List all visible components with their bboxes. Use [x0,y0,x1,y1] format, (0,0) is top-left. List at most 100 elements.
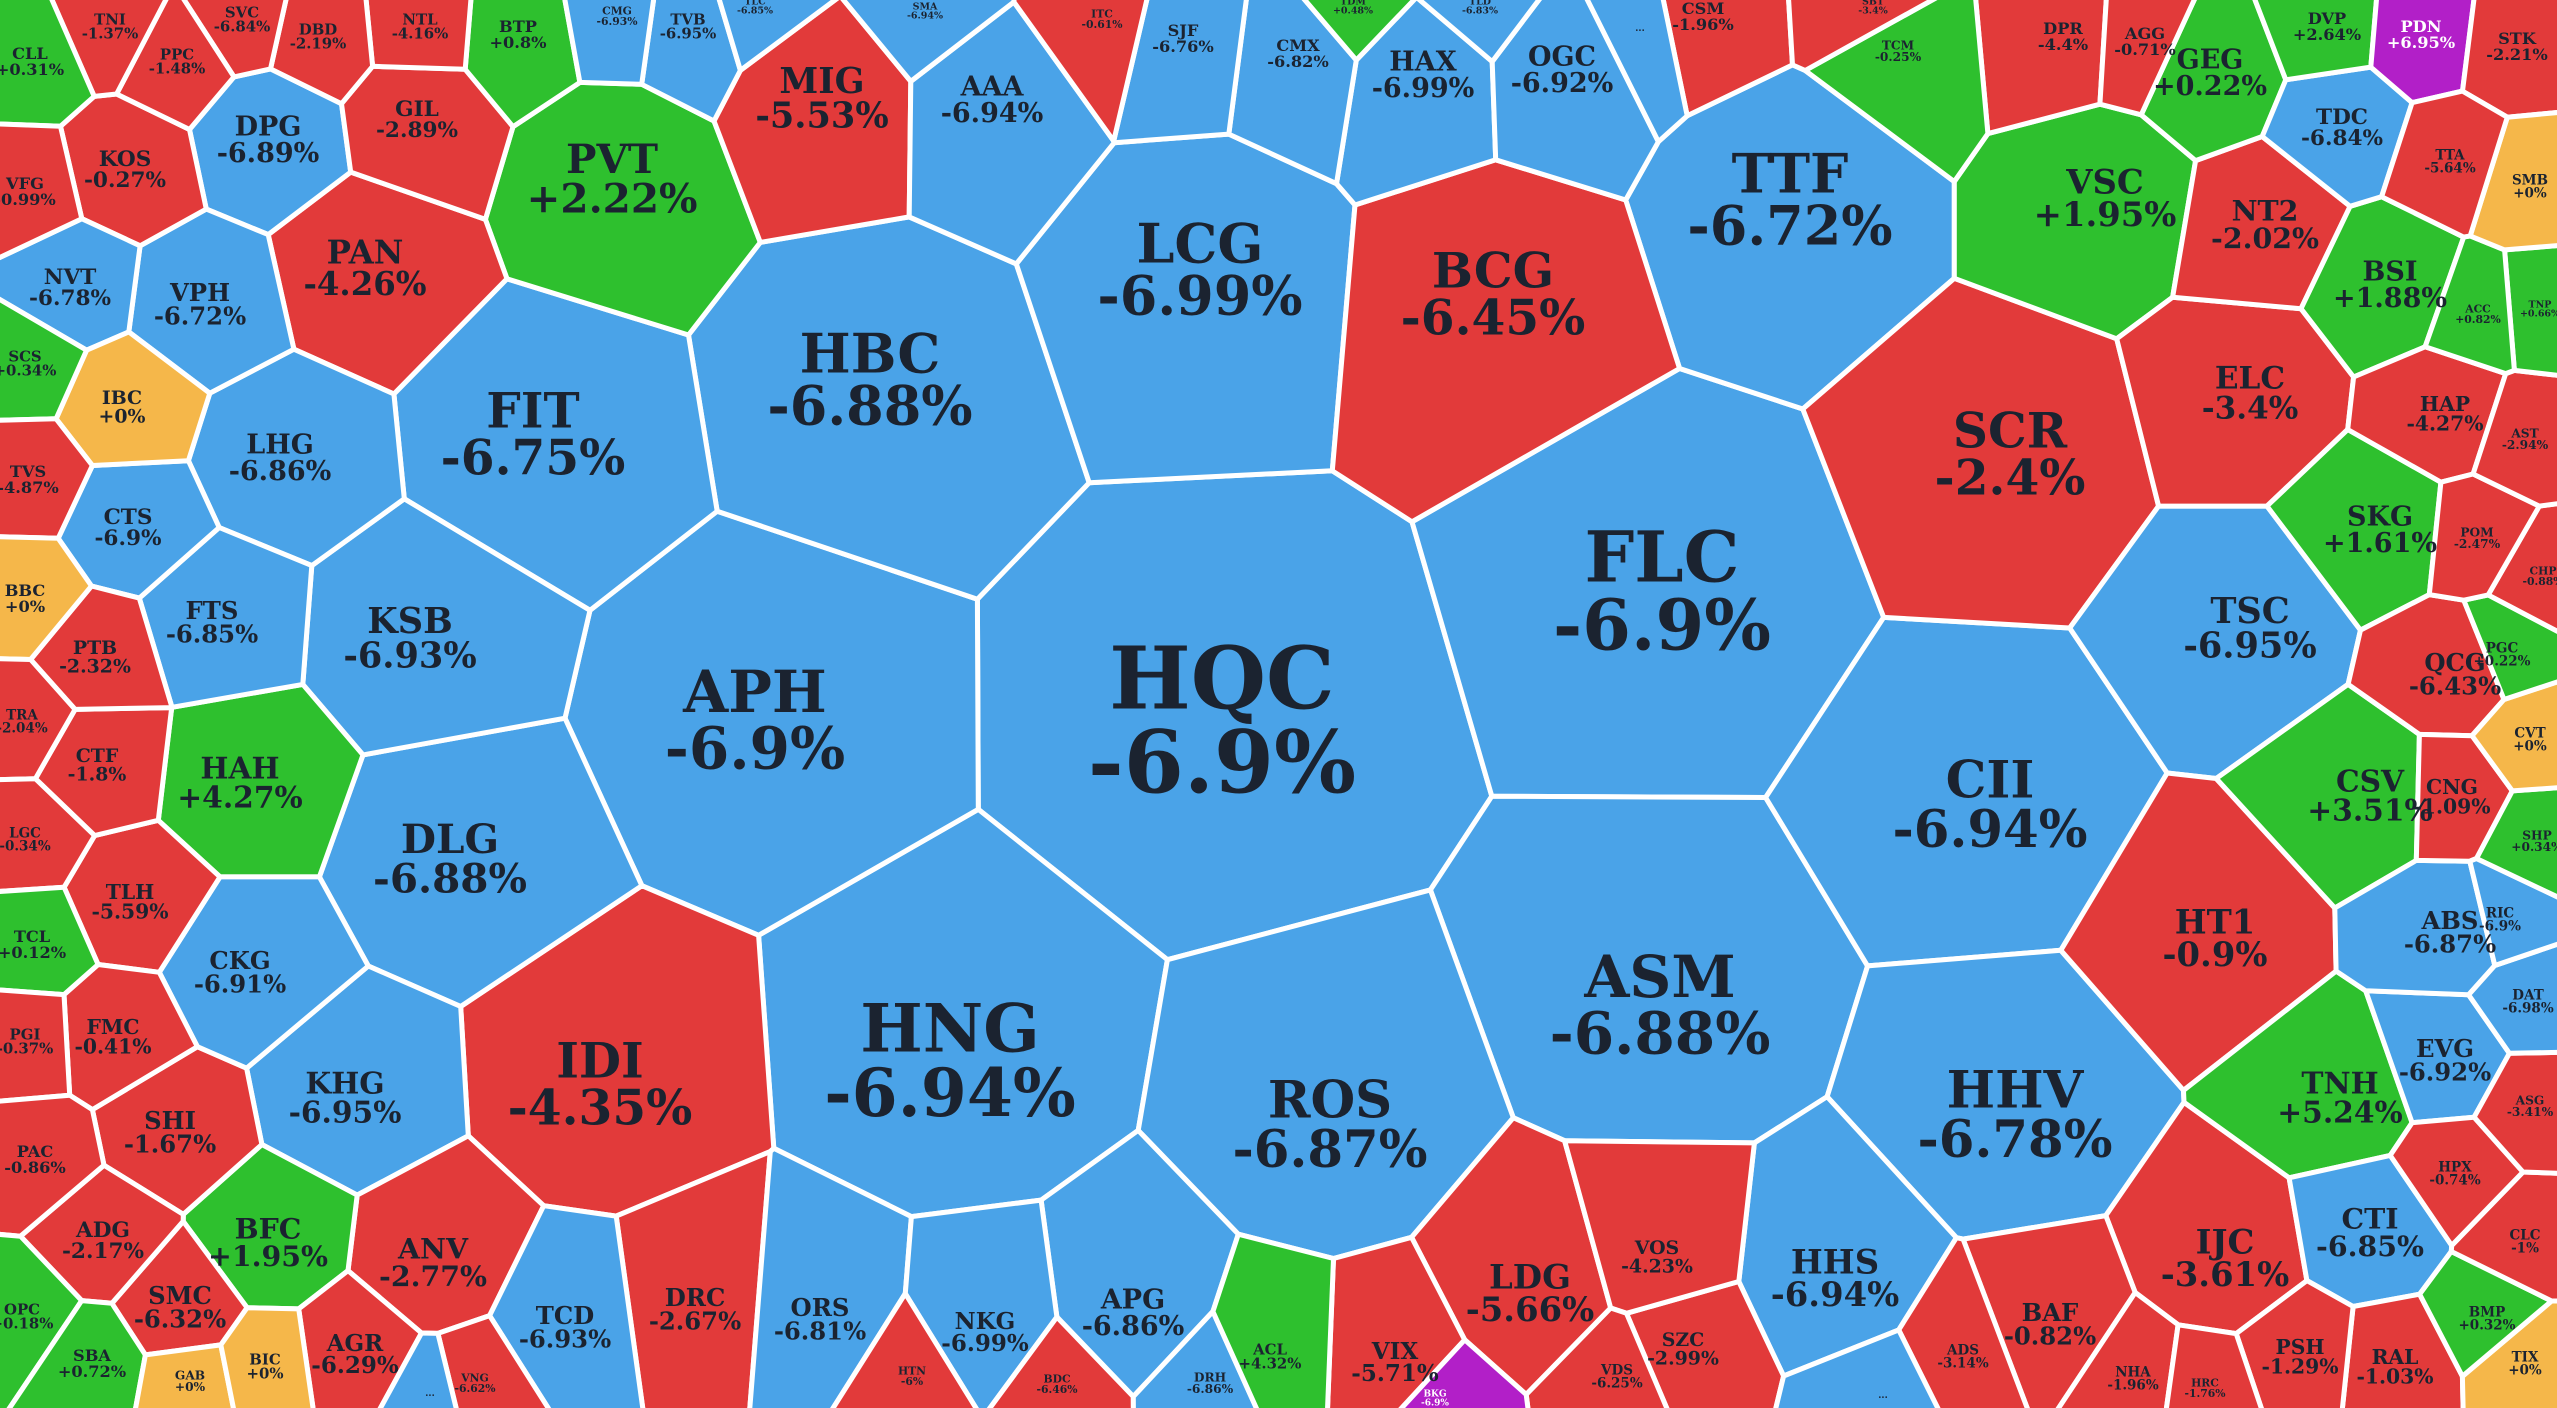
stock-ticker-label: ELC [2215,360,2285,396]
stock-ticker-label: LDG [1489,1256,1571,1296]
stock-ticker-label: ACL [1252,1340,1287,1358]
stock-change-label: -6.85% [2316,1229,2424,1263]
stock-ticker-label: VOS [1634,1237,1679,1259]
stock-cell-hrc[interactable] [2163,1322,2264,1408]
stock-cell-bkg[interactable] [1398,1337,1531,1408]
stock-change-label: -6.43% [2409,671,2501,700]
stock-ticker-label: KOS [99,147,152,172]
stock-ticker-label: BBC [5,581,46,600]
stock-change-label: -6.99% [1372,73,1475,104]
stock-change-label: -2.17% [62,1239,144,1264]
stock-cell-acl[interactable] [1210,1231,1336,1408]
stock-cell-more[interactable] [377,1330,459,1408]
stock-change-label: -6.83% [1462,6,1498,17]
stock-ticker-label: BDC [1043,1372,1070,1385]
stock-change-label: -6.87% [2404,929,2496,958]
stock-change-label: -6.72% [154,301,246,330]
stock-ticker-label: IJC [2196,1221,2255,1261]
stock-ticker-label: AGR [326,1330,384,1357]
stock-change-label: +1.95% [2034,194,2177,234]
stock-cell-tld[interactable] [1415,0,1542,65]
stock-change-label: -0.27% [84,168,166,193]
stock-ticker-label: KSB [367,601,452,642]
stock-cell-more[interactable] [1584,0,1690,145]
stock-change-label: -6.94% [1893,800,2088,860]
stock-change-label: -3.41% [2507,1105,2554,1119]
stock-ticker-label: POM [2460,525,2493,539]
stock-change-label: +0.34% [2511,840,2557,854]
stock-ticker-label: HQC [1109,629,1335,730]
stock-ticker-label: BKG [1423,1390,1446,1400]
stock-cell-vds[interactable] [1523,1305,1670,1408]
stock-change-label: -6.9% [2479,918,2521,934]
stock-change-label: +0.8% [489,33,546,52]
stock-ticker-label: BMP [2469,1304,2506,1320]
stock-ticker-label: TCL [14,927,51,946]
stock-ticker-label: APG [1100,1285,1165,1316]
stock-change-label: -2.94% [2502,438,2549,452]
stock-change-label: +0.12% [0,943,66,962]
stock-change-label: -6.93% [343,635,476,676]
stock-ticker-label: GEG [2177,45,2244,76]
stock-cell-cll[interactable] [0,0,97,129]
stock-change-label: -6.95% [289,1095,402,1130]
stock-change-label: -4.27% [2406,412,2483,436]
stock-cell-psh[interactable] [2233,1278,2356,1408]
stock-cell-itc[interactable] [1011,0,1150,144]
stock-ticker-label: TRA [6,707,38,723]
stock-ticker-label: ANV [397,1232,469,1266]
stock-cell-tdm[interactable] [1301,0,1418,63]
stock-change-label: -2.21% [2486,45,2548,64]
stock-change-label: -6.94% [824,1054,1076,1132]
stock-ticker-label: CLL [12,44,48,63]
stock-ticker-label: CTS [104,505,153,530]
stock-ticker-label: HBC [800,321,941,385]
stock-change-label: -4.4% [2038,35,2088,54]
stock-change-label: -6.94% [941,98,1044,129]
stock-ticker-label: ACC [2464,302,2491,315]
stock-cell-sma[interactable] [840,0,1017,84]
stock-change-label: -4.87% [0,478,59,497]
stock-cell-tta[interactable] [2379,88,2510,240]
stock-change-label: -5.71% [1351,1360,1439,1387]
stock-cell-sbt[interactable] [1786,0,1939,73]
stock-ticker-label: GIL [395,97,439,122]
stock-change-label: -6.85% [737,6,773,17]
stock-ticker-label: LCG [1136,211,1263,275]
stock-change-label: +0.31% [0,60,64,79]
stock-change-label: -0.99% [0,190,56,209]
stock-ticker-label: TDC [2316,105,2368,130]
stock-ticker-label: ... [1635,24,1644,34]
stock-ticker-label: HT1 [2175,901,2256,941]
stock-ticker-label: BIC [249,1350,281,1368]
stock-cell-smb[interactable] [2467,110,2557,253]
stock-cell-htn[interactable] [830,1291,979,1408]
stock-change-label: -3.4% [2202,391,2299,427]
stock-ticker-label: NTL [402,10,438,28]
stock-change-label: +6.95% [2387,33,2455,52]
stock-change-label: -6.88% [373,854,527,902]
stock-ticker-label: ABS [2421,906,2479,935]
stock-ticker-label: CTF [76,745,119,767]
stock-cell-agg[interactable] [2097,0,2197,118]
stock-ticker-label: ORS [791,1293,850,1322]
stock-change-label: +0% [2508,1362,2542,1378]
stock-cell-tcd[interactable] [487,1203,646,1408]
stock-ticker-label: DLG [401,815,499,863]
stock-cell-more[interactable] [1773,1327,1941,1408]
stock-ticker-label: CMX [1276,36,1320,55]
stock-change-label: -2.77% [379,1259,487,1293]
stock-cell-bic[interactable] [218,1305,316,1408]
stock-ticker-label: SVC [225,3,259,21]
stock-cell-cmg[interactable] [562,0,657,87]
stock-change-label: -6.99% [941,1330,1029,1357]
stock-change-label: +5.24% [2277,1095,2402,1130]
stock-cell-ads[interactable] [1896,1235,2030,1408]
stock-change-label: -6.95% [2183,625,2316,666]
stock-cell-tlc[interactable] [716,0,840,73]
stock-ticker-label: OGC [1528,42,1596,73]
stock-change-label: -6.86% [229,456,332,487]
stock-cell-vfg[interactable] [0,121,85,261]
